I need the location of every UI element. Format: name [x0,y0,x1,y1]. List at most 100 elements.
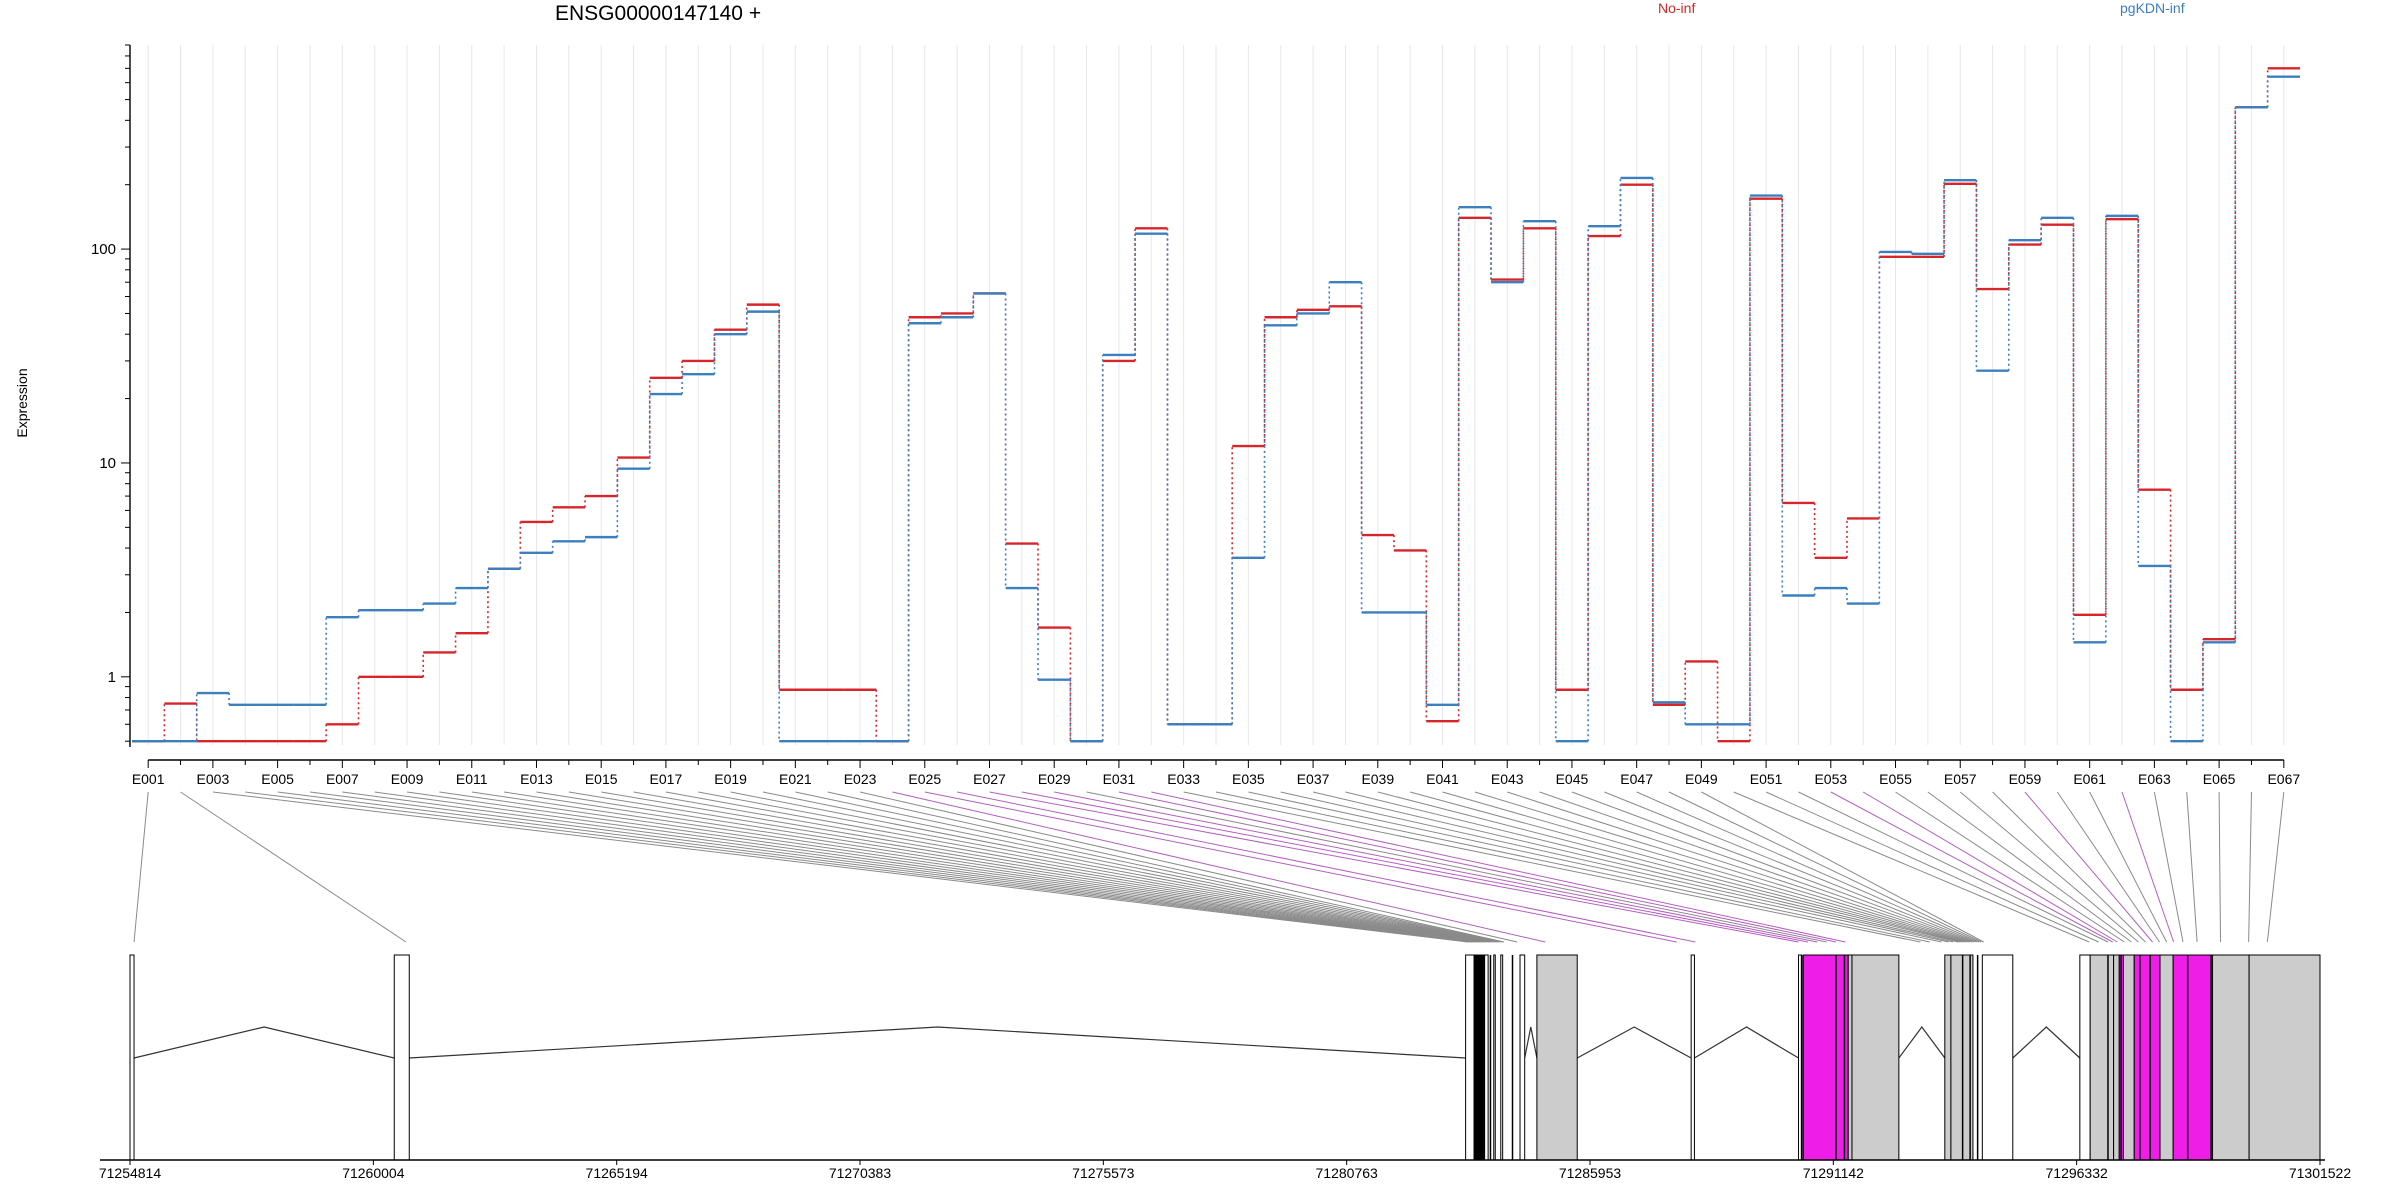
intron-line [133,1026,395,1059]
intron-line [1898,1025,1946,1059]
exon-connector [795,791,1503,943]
x-tick-label: E055 [1879,771,1912,787]
intron-line [2012,1026,2081,1059]
exon-block [129,954,135,1161]
exon-connector [2056,791,2160,943]
exon-connector [1054,791,1818,943]
exon-connector [989,791,1799,943]
genomic-tick-label: 71275573 [1072,1165,1135,1181]
x-tick-label: E011 [456,771,488,787]
x-tick-label: E067 [2267,771,2300,787]
x-tick-label: E065 [2203,771,2236,787]
exon-connector [2218,791,2222,943]
exon-block [1500,954,1504,1161]
exon-connector [568,791,1490,943]
exon-connector [1410,791,1963,943]
intron-line [409,1026,1466,1059]
exon-connector [859,791,1518,943]
exon-block [1493,954,1496,1161]
x-tick-label: E033 [1167,771,1200,787]
exon-block [2113,954,2120,1161]
exon-connector [698,791,1497,943]
legend-no-inf: No-inf [1658,0,1695,16]
exon-connector [1959,791,2139,943]
series-lines [132,67,2300,743]
exon-connector [1021,791,1808,943]
x-tick-label: E043 [1491,771,1524,787]
intron-line [1694,1026,1799,1059]
exon-connector [601,791,1492,943]
exon-block [1798,954,1802,1161]
exon-connector [309,791,1475,943]
gene-model [129,954,2321,1161]
intron-line [1524,1026,1538,1059]
exon-connector [1215,791,1930,943]
exon-connector [1765,791,2099,943]
x-tick-label: E059 [2009,771,2042,787]
exon-block [1465,954,1475,1161]
genomic-tick-label: 71280763 [1316,1165,1379,1181]
exon-connector [471,791,1484,943]
x-tick-label: E029 [1038,771,1071,787]
exon-connector [1086,791,1827,943]
exon-connector [730,791,1499,943]
genomic-tick-label: 71265194 [586,1165,649,1181]
x-tick-label: E045 [1556,771,1589,787]
exon-connector [1701,791,1984,943]
x-tick-label: E027 [973,771,1006,787]
exon-block [1847,954,1853,1161]
y-tick-label: 100 [91,241,116,258]
exon-connector [633,791,1493,943]
x-tick-label: E037 [1297,771,1330,787]
exon-block [2159,954,2174,1161]
exon-connector [2121,791,2175,943]
exon-connector [277,791,1473,943]
x-axis: E001 E003 E005 E007 E009 E011 E013 E015 E017 E019… [132,759,2300,787]
x-tick-label: E007 [326,771,359,787]
exon-connector [536,791,1488,943]
exon-block [2122,954,2135,1161]
exon-connector [504,791,1486,943]
exon-connector [1183,791,1921,943]
legend-pgkdn-inf: pgKDN-inf [2120,0,2185,16]
genomic-axis: 71254814 71260004 71265194 71270383 71275573… [99,1159,2351,1181]
exon-block [1802,954,1849,1161]
exon-connector [406,791,1480,943]
exon-connector [665,791,1495,943]
x-tick-label: E005 [261,771,294,787]
exon-connector [1474,791,1968,943]
x-tick-label: E031 [1103,771,1136,787]
chart-title: ENSG00000147140 + [555,2,762,25]
exon-connector [1151,791,1846,943]
y-tick-label: 10 [99,455,116,472]
exon-connector [2089,791,2168,943]
exon-connector [2248,791,2252,943]
exon-connector [1118,791,1837,943]
x-tick-label: E063 [2138,771,2171,787]
exon-connector [1668,791,1982,943]
exon-connector [1377,791,1961,943]
exon-connector [827,791,1505,943]
genomic-tick-label: 71296332 [2046,1165,2109,1181]
x-tick-label: E057 [1944,771,1977,787]
exon-connector [1571,791,1975,943]
exon-connector [1507,791,1970,943]
exon-block [1690,954,1695,1161]
x-tick-label: E039 [1361,771,1394,787]
x-tick-label: E021 [779,771,812,787]
exon-connector [439,791,1482,943]
exon-block [1944,954,1952,1161]
genomic-tick-label: 71254814 [99,1165,162,1181]
exon-connector [1830,791,2113,943]
intron-line [1576,1026,1692,1059]
exon-block [2079,954,2091,1161]
exon-connector [1733,791,2090,943]
exon-connector [245,791,1471,943]
exon-connector [1992,791,2146,943]
exon-connector [1345,791,1959,943]
x-tick-label: E013 [520,771,553,787]
genomic-tick-label: 71270383 [829,1165,892,1181]
x-tick-label: E035 [1232,771,1265,787]
y-tick-label: 1 [108,669,116,686]
exon-block [1473,954,1484,1161]
